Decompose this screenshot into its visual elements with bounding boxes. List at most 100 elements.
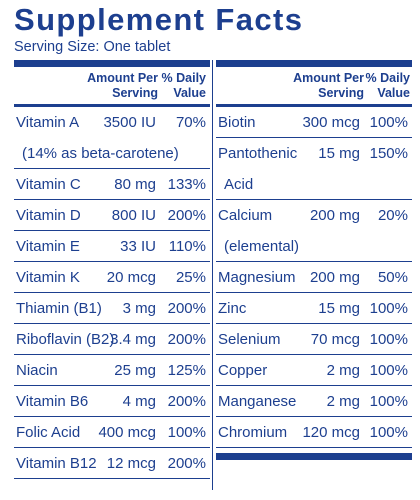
nutrient-amount: 2 mg: [326, 393, 360, 410]
nutrient-row: Chromium 120 mcg 100%: [216, 417, 412, 448]
nutrient-note-row: (elemental): [216, 231, 412, 262]
page-title: Supplement Facts: [14, 2, 304, 37]
nutrient-daily-value: 200%: [167, 300, 206, 317]
nutrient-amount: 200 mg: [309, 207, 360, 224]
nutrient-row: Niacin 25 mg 125%: [14, 355, 210, 386]
nutrient-name: Vitamin K: [16, 269, 80, 286]
column-divider: [212, 60, 213, 490]
bottom-rule: [216, 453, 412, 460]
column-header: Amount Per Serving % Daily Value: [14, 67, 210, 103]
nutrient-name: Thiamin (B1): [16, 300, 102, 317]
nutrient-name: Biotin: [218, 114, 256, 131]
nutrient-row: Vitamin A 3500 IU 70%: [14, 107, 210, 138]
nutrient-name: Chromium: [218, 424, 288, 441]
nutrient-daily-value: 150%: [369, 145, 408, 162]
nutrient-row: Calcium 200 mg 20%: [216, 200, 412, 231]
nutrient-amount: 25 mg: [114, 362, 156, 379]
nutrient-name: Folic Acid: [16, 424, 81, 441]
nutrient-row: Selenium 70 mcg 100%: [216, 324, 412, 355]
nutrient-note: (elemental): [224, 238, 300, 255]
nutrient-row: Vitamin K 20 mcg 25%: [14, 262, 210, 293]
nutrient-amount: 3 mg: [122, 300, 156, 317]
nutrient-name: Riboflavin (B2): [16, 331, 115, 348]
nutrient-row: Pantothenic 15 mg 150%: [216, 138, 412, 169]
left-facts-panel: Amount Per Serving % Daily Value Vitamin…: [14, 60, 210, 490]
nutrient-daily-value: 70%: [175, 114, 206, 131]
nutrient-name: Selenium: [218, 331, 281, 348]
nutrient-name: Zinc: [218, 300, 247, 317]
nutrient-name: Pantothenic: [218, 145, 298, 162]
nutrient-daily-value: 20%: [377, 207, 408, 224]
nutrient-name: Calcium: [218, 207, 273, 224]
nutrient-daily-value: 110%: [168, 238, 206, 255]
nutrient-note: (14% as beta-carotene): [22, 145, 179, 162]
column-header: Amount Per Serving % Daily Value: [216, 67, 412, 103]
nutrient-row: Zinc 15 mg 100%: [216, 293, 412, 324]
nutrient-amount: 3.4 mg: [110, 331, 156, 348]
nutrient-amount: 200 mg: [309, 269, 360, 286]
amount-header: Amount Per Serving: [87, 71, 158, 100]
header-rule: [14, 104, 210, 107]
nutrient-name: Niacin: [16, 362, 58, 379]
nutrient-daily-value: 100%: [369, 114, 408, 131]
nutrient-row: Biotin 300 mcg 100%: [216, 107, 412, 138]
nutrient-name: Vitamin B6: [16, 393, 89, 410]
nutrient-amount: 15 mg: [318, 145, 360, 162]
nutrient-amount: 20 mcg: [106, 269, 156, 286]
nutrient-row: Copper 2 mg 100%: [216, 355, 412, 386]
top-rule: [14, 60, 210, 67]
nutrient-daily-value: 133%: [167, 176, 206, 193]
nutrient-note: Acid: [224, 176, 254, 193]
nutrient-daily-value: 100%: [167, 424, 206, 441]
amount-header: Amount Per Serving: [293, 71, 364, 100]
nutrient-amount: 33 IU: [120, 238, 156, 255]
nutrient-row: Folic Acid 400 mcg 100%: [14, 417, 210, 448]
nutrient-row: Magnesium 200 mg 50%: [216, 262, 412, 293]
nutrient-daily-value: 100%: [369, 362, 408, 379]
nutrient-amount: 4 mg: [122, 393, 156, 410]
right-facts-panel: Amount Per Serving % Daily Value Biotin 3…: [216, 60, 412, 460]
nutrient-row: Vitamin B12 12 mcg 200%: [14, 448, 210, 479]
nutrient-note-row: Acid: [216, 169, 412, 200]
nutrient-name: Magnesium: [218, 269, 296, 286]
nutrient-daily-value: 200%: [167, 393, 206, 410]
nutrient-name: Vitamin C: [16, 176, 81, 193]
nutrient-daily-value: 100%: [369, 393, 408, 410]
nutrient-row: Manganese 2 mg 100%: [216, 386, 412, 417]
daily-value-header: % Daily Value: [365, 71, 410, 100]
nutrient-amount: 12 mcg: [106, 455, 156, 472]
nutrient-daily-value: 25%: [175, 269, 206, 286]
nutrient-amount: 80 mg: [114, 176, 156, 193]
nutrient-amount: 3500 IU: [103, 114, 156, 131]
nutrient-amount: 800 IU: [111, 207, 156, 224]
nutrient-note-row: (14% as beta-carotene): [14, 138, 210, 169]
nutrient-row: Vitamin B6 4 mg 200%: [14, 386, 210, 417]
nutrient-daily-value: 200%: [167, 331, 206, 348]
nutrient-row: Vitamin D 800 IU 200%: [14, 200, 210, 231]
nutrient-amount: 120 mcg: [302, 424, 360, 441]
nutrient-name: Copper: [218, 362, 268, 379]
serving-size: Serving Size: One tablet: [14, 39, 171, 55]
nutrient-row: Vitamin E 33 IU 110%: [14, 231, 210, 262]
nutrient-row: Vitamin C 80 mg 133%: [14, 169, 210, 200]
nutrient-daily-value: 50%: [377, 269, 408, 286]
nutrient-daily-value: 125%: [167, 362, 206, 379]
nutrient-daily-value: 100%: [369, 331, 408, 348]
nutrient-name: Vitamin D: [16, 207, 81, 224]
nutrient-amount: 70 mcg: [310, 331, 360, 348]
nutrient-amount: 300 mcg: [302, 114, 360, 131]
daily-value-header: % Daily Value: [161, 71, 206, 100]
nutrient-row: Riboflavin (B2) 3.4 mg 200%: [14, 324, 210, 355]
nutrient-name: Vitamin A: [16, 114, 80, 131]
nutrient-amount: 2 mg: [326, 362, 360, 379]
header-rule: [216, 104, 412, 107]
nutrient-row: Thiamin (B1) 3 mg 200%: [14, 293, 210, 324]
nutrient-amount: 400 mcg: [98, 424, 156, 441]
nutrient-daily-value: 200%: [167, 207, 206, 224]
top-rule: [216, 60, 412, 67]
nutrient-name: Manganese: [218, 393, 297, 410]
nutrient-name: Vitamin B12: [16, 455, 97, 472]
nutrient-amount: 15 mg: [318, 300, 360, 317]
nutrient-daily-value: 200%: [167, 455, 206, 472]
nutrient-daily-value: 100%: [369, 424, 408, 441]
